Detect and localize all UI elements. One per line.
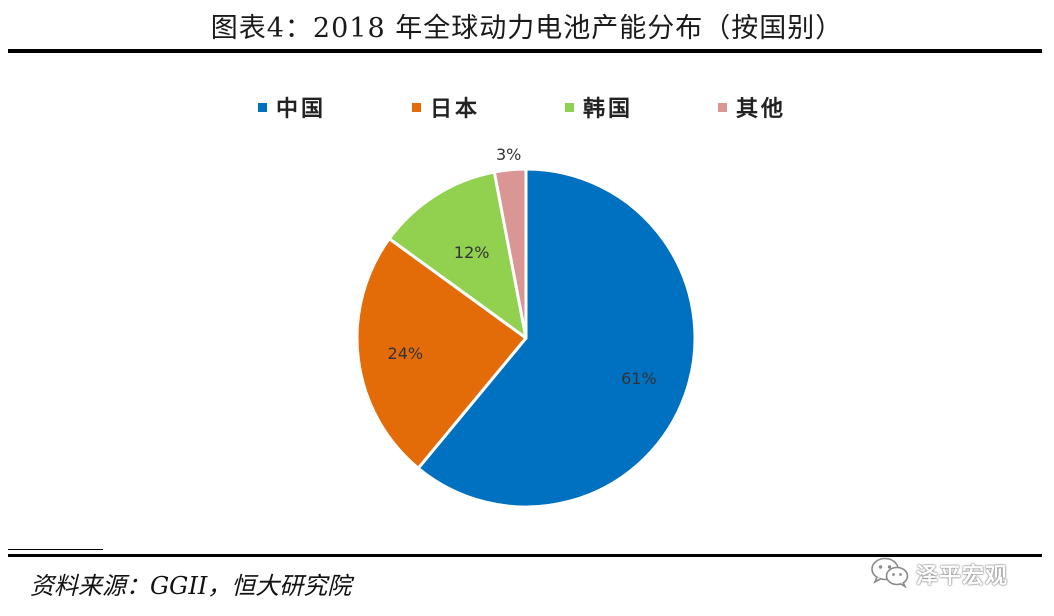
- pie-slice-china: [416, 167, 697, 509]
- legend-label-japan: 日本: [430, 97, 481, 122]
- legend-item-japan: 日本: [412, 92, 480, 122]
- pie-labels: 61% 24% 12% 3%: [388, 145, 657, 388]
- data-label-other: 3%: [496, 145, 521, 164]
- brand-name: 泽平宏观: [916, 564, 1009, 589]
- legend-item-korea: 韩国: [565, 92, 633, 122]
- wechat-icon: [870, 556, 910, 592]
- brand-watermark: 泽平宏观: [870, 557, 1008, 591]
- top-rule: [8, 49, 1042, 53]
- pie-slices: [355, 167, 697, 509]
- legend-label-korea: 韩国: [583, 97, 634, 122]
- legend-swatch-china: [258, 102, 267, 112]
- bottom-rule-accent: [8, 549, 103, 550]
- pie-slice-korea: [387, 170, 528, 340]
- legend-label-other: 其他: [736, 97, 787, 122]
- legend-item-china: 中国: [258, 92, 326, 122]
- legend-item-other: 其他: [718, 92, 786, 122]
- legend-swatch-other: [718, 102, 727, 112]
- legend-swatch-korea: [565, 102, 574, 112]
- data-label-japan: 24%: [388, 344, 424, 363]
- legend-label-china: 中国: [276, 97, 327, 122]
- data-label-korea: 12%: [454, 243, 490, 262]
- legend-swatch-japan: [412, 102, 421, 112]
- pie-slice-other: [492, 167, 528, 340]
- chart-legend: 中国 日本 韩国 其他: [0, 92, 1054, 122]
- data-label-china: 61%: [621, 369, 657, 388]
- chart-title: 图表4：2018 年全球动力电池产能分布（按国别）: [210, 13, 844, 44]
- source-note: 资料来源：GGII，恒大研究院: [30, 572, 352, 600]
- bottom-rule: [8, 554, 1042, 557]
- pie-slice-japan: [355, 237, 528, 470]
